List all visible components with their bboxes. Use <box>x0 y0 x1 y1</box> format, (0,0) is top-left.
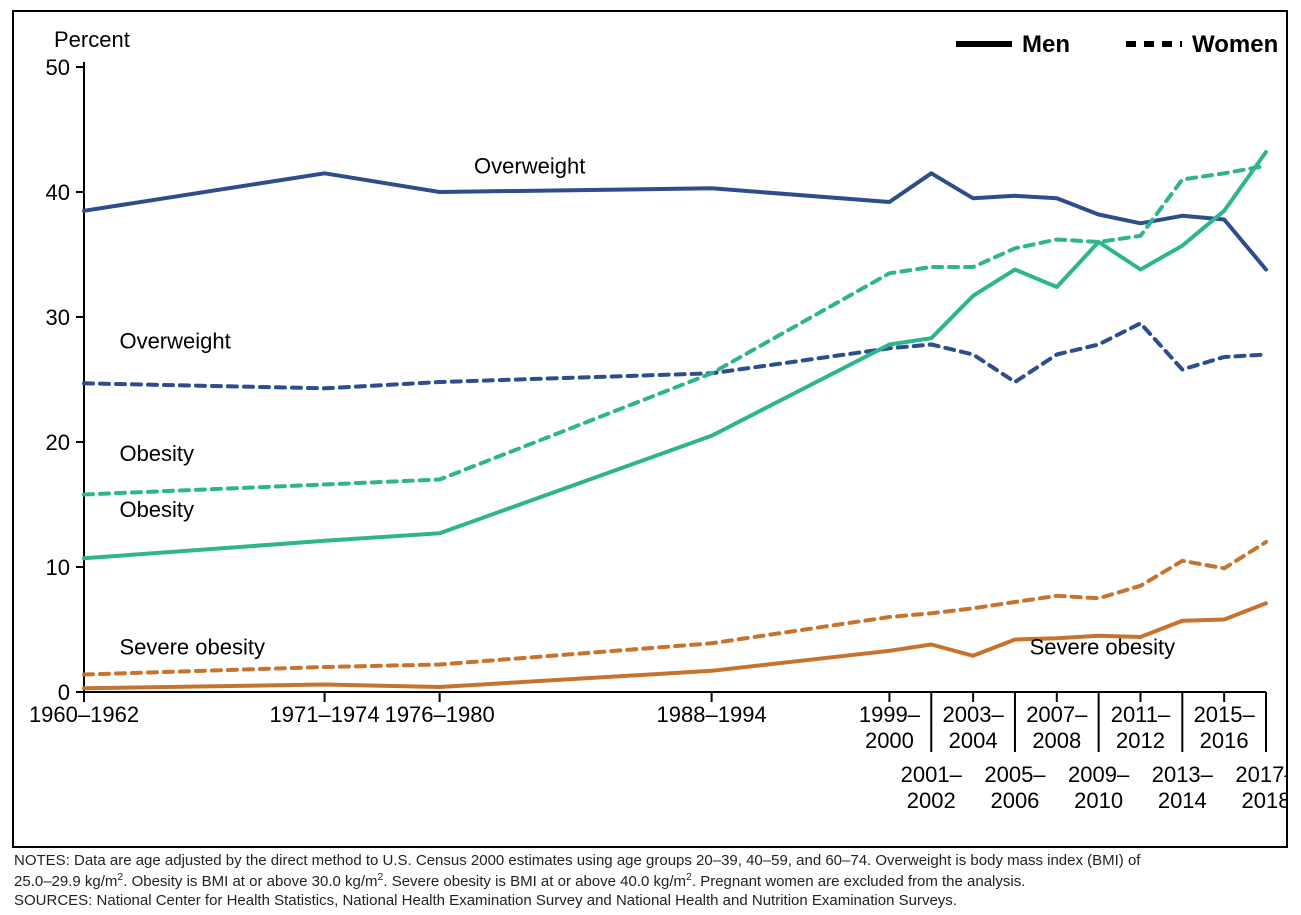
x-tick-label: 1971–1974 <box>270 702 380 727</box>
x-tick-label: 2002 <box>907 788 956 813</box>
series-label: Obesity <box>119 441 194 466</box>
y-tick-label: 30 <box>46 305 70 330</box>
y-tick-label: 10 <box>46 555 70 580</box>
x-tick-label: 2001– <box>901 762 963 787</box>
legend-label: Women <box>1192 31 1278 58</box>
figure-wrapper: 01020304050Percent1960–19621971–19741976… <box>0 0 1301 915</box>
series-label: Overweight <box>474 153 585 178</box>
notes-line2a: 25.0–29.9 kg/m <box>14 873 117 890</box>
x-tick-label: 2006 <box>990 788 1039 813</box>
series-label: Severe obesity <box>1030 635 1176 660</box>
x-tick-label: 2011– <box>1111 702 1171 727</box>
chart-svg: 01020304050Percent1960–19621971–19741976… <box>14 12 1286 846</box>
notes-line1: NOTES: Data are age adjusted by the dire… <box>14 852 1140 869</box>
x-tick-label: 1976–1980 <box>385 702 495 727</box>
y-axis-label: Percent <box>54 27 130 52</box>
x-tick-label: 2010 <box>1074 788 1123 813</box>
series-label: Severe obesity <box>119 635 265 660</box>
footnotes: NOTES: Data are age adjusted by the dire… <box>14 852 1288 910</box>
x-tick-label: 2013– <box>1152 762 1214 787</box>
series-obesity_men <box>84 152 1266 558</box>
x-tick-label: 1988–1994 <box>657 702 767 727</box>
notes-line2b: . Obesity is BMI at or above 30.0 kg/m <box>123 873 377 890</box>
series-label: Obesity <box>119 497 194 522</box>
x-tick-label: 2016 <box>1200 728 1249 753</box>
x-tick-label: 2007– <box>1026 702 1088 727</box>
y-tick-label: 50 <box>46 55 70 80</box>
y-tick-label: 20 <box>46 430 70 455</box>
x-tick-label: 2000 <box>865 728 914 753</box>
x-tick-label: 2005– <box>984 762 1046 787</box>
x-tick-label: 2009– <box>1068 762 1130 787</box>
x-tick-label: 1960–1962 <box>29 702 139 727</box>
legend-label: Men <box>1022 31 1070 58</box>
x-tick-label: 2015– <box>1194 702 1256 727</box>
x-tick-label: 2018 <box>1242 788 1286 813</box>
x-tick-label: 2014 <box>1158 788 1207 813</box>
series-obesity_women <box>84 166 1266 495</box>
x-tick-label: 2003– <box>943 702 1005 727</box>
chart-border: 01020304050Percent1960–19621971–19741976… <box>12 10 1288 848</box>
x-tick-label: 2012 <box>1116 728 1165 753</box>
x-tick-label: 1999– <box>859 702 921 727</box>
notes-line2d: . Pregnant women are excluded from the a… <box>692 873 1026 890</box>
notes-line2c: . Severe obesity is BMI at or above 40.0… <box>383 873 686 890</box>
notes-line3: SOURCES: National Center for Health Stat… <box>14 892 957 909</box>
x-tick-label: 2004 <box>949 728 998 753</box>
y-tick-label: 40 <box>46 180 70 205</box>
x-tick-label: 2017– <box>1235 762 1286 787</box>
x-tick-label: 2008 <box>1032 728 1081 753</box>
series-label: Overweight <box>119 328 230 353</box>
series-overweight_women <box>84 323 1266 388</box>
